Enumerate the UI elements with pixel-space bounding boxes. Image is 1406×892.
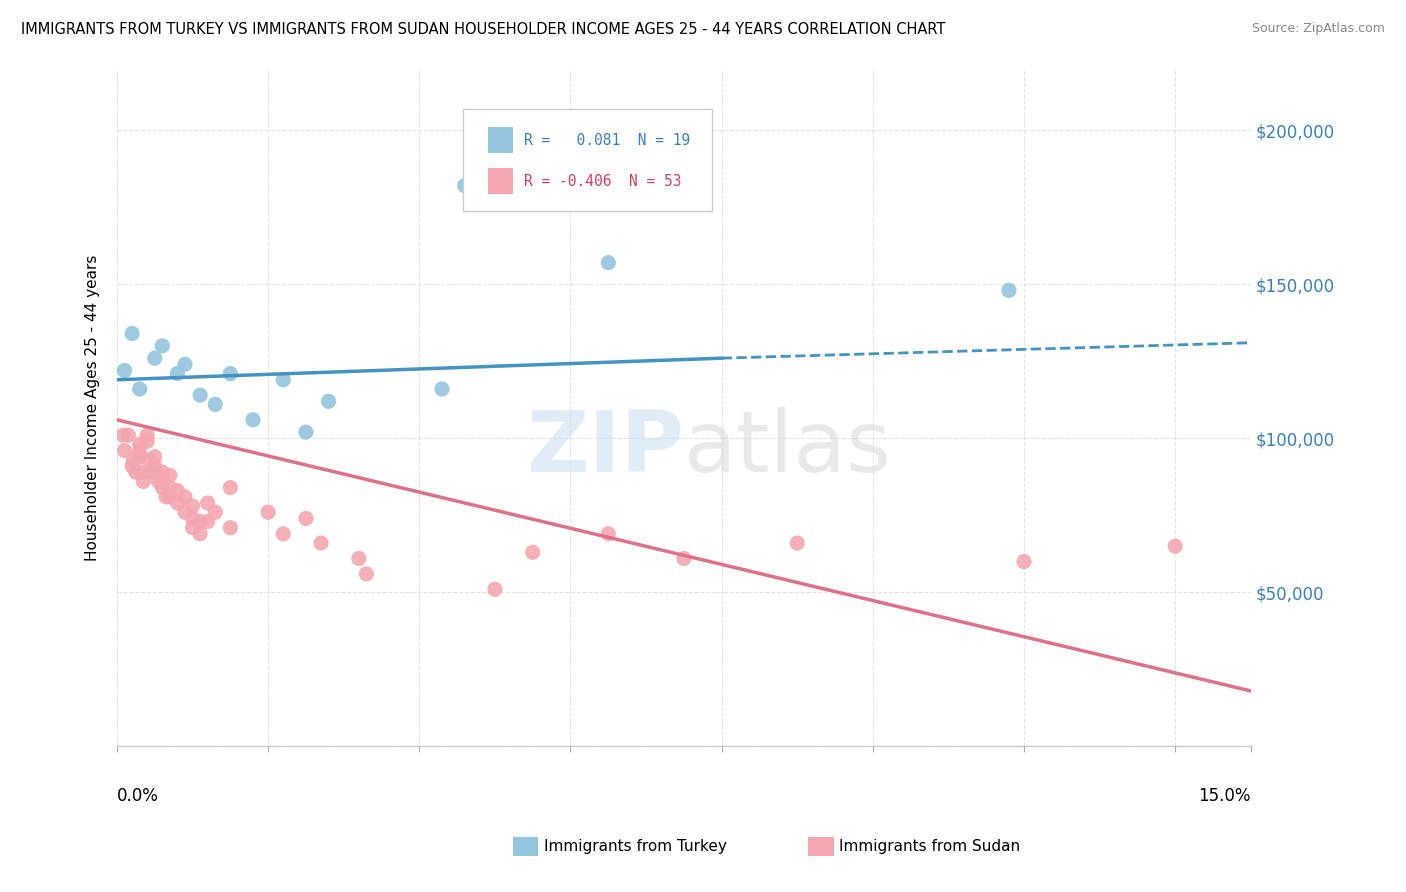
Point: [271, 526, 294, 541]
Point: [155, 490, 177, 504]
Point: [139, 465, 162, 479]
Point: [114, 443, 136, 458]
Point: [598, 255, 620, 269]
Point: [998, 284, 1021, 298]
Point: [522, 545, 544, 559]
Point: [672, 551, 695, 566]
Point: [453, 178, 475, 193]
Text: atlas: atlas: [683, 407, 891, 490]
Point: [356, 566, 378, 581]
Point: [150, 339, 173, 353]
FancyBboxPatch shape: [463, 109, 713, 211]
Point: [121, 458, 143, 473]
Point: [522, 197, 544, 211]
Point: [1164, 539, 1187, 553]
Text: Immigrants from Sudan: Immigrants from Sudan: [839, 839, 1021, 854]
Text: R = -0.406  N = 53: R = -0.406 N = 53: [524, 174, 682, 188]
Point: [188, 388, 211, 402]
Point: [111, 428, 134, 442]
Point: [150, 481, 173, 495]
Point: [166, 496, 188, 510]
Point: [318, 394, 340, 409]
Point: [204, 505, 226, 519]
Y-axis label: Householder Income Ages 25 - 44 years: Householder Income Ages 25 - 44 years: [86, 254, 100, 561]
Point: [117, 428, 139, 442]
Point: [204, 397, 226, 411]
Point: [181, 499, 204, 513]
Point: [219, 521, 242, 535]
Point: [430, 382, 453, 396]
Text: 15.0%: 15.0%: [1198, 787, 1251, 805]
Point: [166, 367, 188, 381]
Point: [181, 511, 204, 525]
Point: [129, 465, 152, 479]
Point: [159, 490, 181, 504]
Point: [136, 428, 159, 442]
Point: [197, 515, 219, 529]
Point: [145, 465, 167, 479]
Point: [150, 465, 173, 479]
Point: [181, 521, 204, 535]
Point: [150, 475, 173, 489]
Bar: [488, 169, 513, 194]
Text: R =   0.081  N = 19: R = 0.081 N = 19: [524, 133, 690, 148]
Point: [132, 475, 155, 489]
Point: [174, 505, 197, 519]
Point: [159, 481, 181, 495]
Point: [257, 505, 280, 519]
Point: [188, 526, 211, 541]
Point: [114, 363, 136, 377]
Point: [242, 413, 264, 427]
Point: [219, 367, 242, 381]
Point: [271, 373, 294, 387]
Text: IMMIGRANTS FROM TURKEY VS IMMIGRANTS FROM SUDAN HOUSEHOLDER INCOME AGES 25 - 44 : IMMIGRANTS FROM TURKEY VS IMMIGRANTS FRO…: [21, 22, 945, 37]
Point: [159, 468, 181, 483]
Point: [197, 496, 219, 510]
Point: [138, 453, 160, 467]
Text: Source: ZipAtlas.com: Source: ZipAtlas.com: [1251, 22, 1385, 36]
Point: [484, 582, 506, 597]
Point: [166, 483, 188, 498]
Text: Immigrants from Turkey: Immigrants from Turkey: [544, 839, 727, 854]
Point: [786, 536, 808, 550]
Point: [122, 453, 145, 467]
Point: [174, 357, 197, 371]
Point: [143, 458, 166, 473]
Text: 0.0%: 0.0%: [117, 787, 159, 805]
Bar: [488, 128, 513, 153]
Point: [128, 443, 150, 458]
Point: [128, 437, 150, 451]
Point: [143, 450, 166, 464]
Point: [219, 481, 242, 495]
Point: [128, 450, 150, 464]
Point: [295, 425, 318, 439]
Point: [121, 326, 143, 341]
Point: [128, 382, 150, 396]
Point: [347, 551, 370, 566]
Point: [125, 465, 148, 479]
Point: [1012, 555, 1035, 569]
Point: [143, 351, 166, 366]
Point: [598, 526, 620, 541]
Point: [148, 475, 170, 489]
Point: [136, 434, 159, 449]
Point: [174, 490, 197, 504]
Point: [295, 511, 318, 525]
Point: [309, 536, 332, 550]
Point: [188, 515, 211, 529]
Text: ZIP: ZIP: [526, 407, 683, 490]
